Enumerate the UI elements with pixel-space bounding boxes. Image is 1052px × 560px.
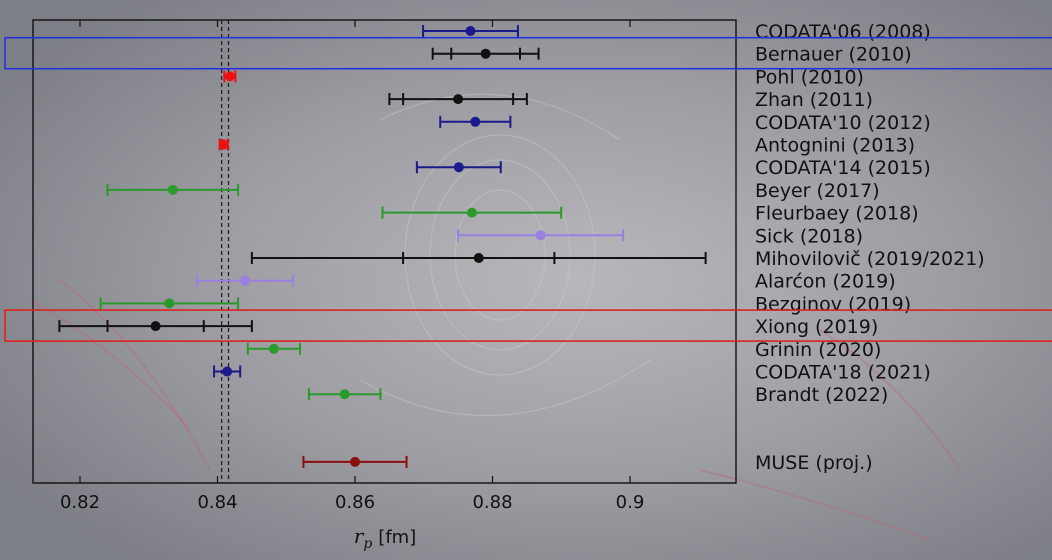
data-point-1 [431,47,540,60]
data-point-12 [99,297,240,310]
x-axis-label-var: r [354,524,365,548]
marker [350,456,360,467]
marker [240,275,250,286]
x-axis-label-sub: p [363,536,372,552]
legend-label-11: Alarćon (2019) [755,271,896,293]
marker [453,94,464,105]
highlight-box-1 [4,36,1052,70]
marker [164,298,175,309]
data-point-7 [106,183,240,196]
marker [167,184,178,195]
marker [465,26,476,36]
legend-label-4: CODATA'10 (2012) [755,112,931,134]
data-point-5 [218,138,229,151]
marker [473,253,484,263]
data-point-13 [58,320,253,333]
legend-label-6: CODATA'14 (2015) [755,157,931,179]
data-point-17 [302,455,408,468]
x-tick-label: 0.9 [616,492,645,513]
marker [470,116,481,127]
data-point-8 [381,206,563,219]
data-point-14 [246,342,301,355]
legend-label-15: CODATA'18 (2021) [755,362,931,384]
data-point-3 [388,93,528,106]
legend-label-1: Bernauer (2010) [755,44,912,66]
marker [268,343,279,354]
marker [339,389,350,400]
data-point-4 [439,115,512,128]
legend-label-17: MUSE (proj.) [755,452,873,474]
x-tick-label: 0.88 [472,492,512,513]
legend-label-12: Bezginov (2019) [755,293,911,315]
marker [480,48,491,59]
data-point-15 [213,365,242,378]
data-point-10 [250,252,707,264]
marker [218,139,229,150]
plot-frame [32,19,737,484]
legend-label-16: Brandt (2022) [755,384,888,406]
x-axis-label-unit: [fm] [378,527,416,548]
x-tick-label: 0.84 [197,492,237,513]
highlight-box-13 [4,309,1052,342]
data-point-6 [415,161,502,174]
marker [466,207,477,218]
x-tick-label: 0.86 [335,492,375,513]
x-axis-label: rp [fm] [354,524,416,552]
legend-label-2: Pohl (2010) [755,66,864,88]
legend-label-9: Sick (2018) [755,225,863,247]
legend-label-0: CODATA'06 (2008) [755,21,931,43]
marker [535,230,546,241]
legend-label-3: Zhan (2011) [755,89,873,111]
legend-label-13: Xiong (2019) [755,316,878,338]
marker [453,162,464,173]
marker [224,71,235,82]
legend-label-5: Antognini (2013) [755,135,915,157]
legend-label-7: Beyer (2017) [755,180,880,202]
legend-label-10: Mihovilovič (2019/2021) [755,248,985,270]
legend-label-8: Fleurbaey (2018) [755,203,919,225]
x-tick-label: 0.82 [60,492,100,513]
data-point-16 [307,388,382,401]
data-point-11 [195,274,295,287]
marker [150,321,161,332]
marker [222,366,233,377]
legend-label-14: Grinin (2020) [755,339,881,361]
data-point-9 [457,229,625,242]
data-point-2 [223,70,237,83]
data-point-0 [422,25,519,37]
